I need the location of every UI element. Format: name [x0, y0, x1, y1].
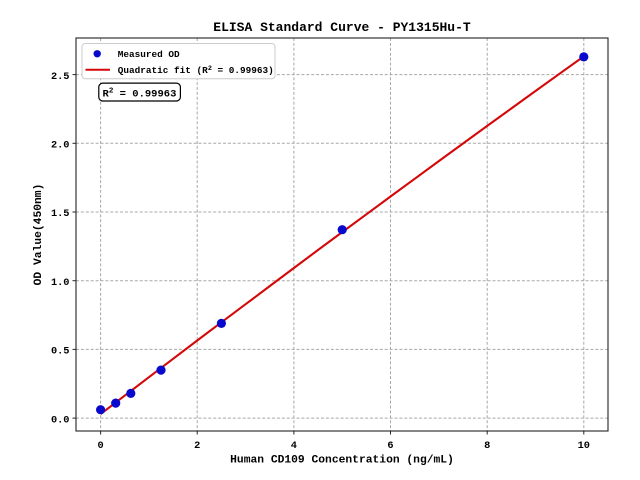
svg-text:2.0: 2.0	[51, 140, 70, 152]
svg-text:2: 2	[194, 440, 200, 452]
svg-text:0: 0	[98, 440, 104, 452]
svg-text:8: 8	[484, 440, 490, 452]
svg-text:Quadratic fit (R2 = 0.99963): Quadratic fit (R2 = 0.99963)	[118, 65, 274, 76]
svg-text:4: 4	[291, 440, 297, 452]
svg-text:R2 = 0.99963: R2 = 0.99963	[103, 88, 177, 101]
svg-text:6: 6	[387, 440, 393, 452]
svg-text:1.5: 1.5	[51, 208, 70, 220]
svg-text:OD Value(450nm): OD Value(450nm)	[33, 184, 45, 286]
svg-text:Human CD109 Concentration (ng/: Human CD109 Concentration (ng/mL)	[230, 455, 454, 467]
svg-text:0.0: 0.0	[51, 414, 70, 426]
svg-text:10: 10	[578, 440, 590, 452]
svg-text:0.5: 0.5	[51, 346, 70, 358]
svg-text:ELISA Standard Curve - PY1315H: ELISA Standard Curve - PY1315Hu-T	[213, 20, 471, 35]
svg-text:1.0: 1.0	[51, 277, 70, 289]
svg-text:Measured OD: Measured OD	[118, 49, 180, 60]
svg-text:2.5: 2.5	[51, 71, 70, 83]
